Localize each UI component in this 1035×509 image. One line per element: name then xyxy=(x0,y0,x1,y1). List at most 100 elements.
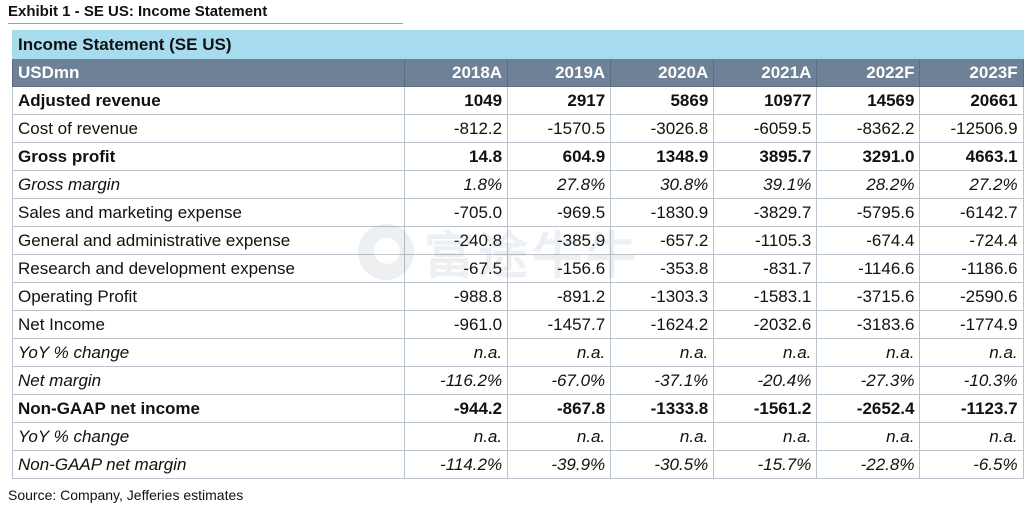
row-value: -1186.6 xyxy=(919,254,1024,283)
table-title: Income Statement (SE US) xyxy=(12,30,1024,59)
row-value: -12506.9 xyxy=(919,114,1024,143)
row-value: -37.1% xyxy=(610,366,715,395)
row-label: Non-GAAP net income xyxy=(12,394,405,423)
header-year: 2019A xyxy=(507,58,612,87)
header-year: 2020A xyxy=(610,58,715,87)
row-label: Sales and marketing expense xyxy=(12,198,405,227)
row-value: -1570.5 xyxy=(507,114,612,143)
row-value: -1123.7 xyxy=(919,394,1024,423)
row-value: n.a. xyxy=(403,422,509,451)
row-value: 4663.1 xyxy=(919,142,1024,171)
row-value: 3291.0 xyxy=(816,142,921,171)
row-value: -240.8 xyxy=(403,226,509,255)
row-value: -5795.6 xyxy=(816,198,921,227)
table-row: Cost of revenue -812.2 -1570.5 -3026.8 -6059… xyxy=(12,114,1024,143)
row-value: -114.2% xyxy=(403,450,509,479)
row-value: -1561.2 xyxy=(713,394,818,423)
table-row: General and administrative expense -240.8… xyxy=(12,226,1024,255)
row-value: n.a. xyxy=(610,422,715,451)
row-value: 5869 xyxy=(610,86,715,115)
row-value: 20661 xyxy=(919,86,1024,115)
row-value: -2032.6 xyxy=(713,310,818,339)
header-unit-label: USDmn xyxy=(12,58,405,87)
row-value: n.a. xyxy=(816,422,921,451)
row-value: -891.2 xyxy=(507,282,612,311)
row-label: Gross margin xyxy=(12,170,405,199)
row-value: -657.2 xyxy=(610,226,715,255)
table-row: YoY % change n.a. n.a. n.a. n.a. n.a. n.a. xyxy=(12,338,1024,367)
row-value: -3829.7 xyxy=(713,198,818,227)
table-row: Adjusted revenue 1049 2917 5869 10977 14569 20… xyxy=(12,86,1024,115)
table-row: Non-GAAP net margin -114.2% -39.9% -30.5% -1… xyxy=(12,450,1024,479)
row-label: Non-GAAP net margin xyxy=(12,450,405,479)
row-value: -385.9 xyxy=(507,226,612,255)
row-value: -353.8 xyxy=(610,254,715,283)
row-value: -1146.6 xyxy=(816,254,921,283)
row-value: -6.5% xyxy=(919,450,1024,479)
source-note: Source: Company, Jefferies estimates xyxy=(8,487,244,503)
table-row: Net Income -961.0 -1457.7 -1624.2 -2032.6 -31… xyxy=(12,310,1024,339)
exhibit-divider xyxy=(8,23,403,24)
row-value: -812.2 xyxy=(403,114,509,143)
income-statement-table-container: Income Statement (SE US) USDmn 2018A 201… xyxy=(12,30,1024,479)
table-row: Sales and marketing expense -705.0 -969.5-… xyxy=(12,198,1024,227)
row-value: -1457.7 xyxy=(507,310,612,339)
header-year: 2021A xyxy=(713,58,818,87)
row-value: n.a. xyxy=(403,338,509,367)
row-value: n.a. xyxy=(610,338,715,367)
row-value: -1583.1 xyxy=(713,282,818,311)
row-label: Research and development expense xyxy=(12,254,405,283)
row-value: -1303.3 xyxy=(610,282,715,311)
row-value: -944.2 xyxy=(403,394,509,423)
row-value: n.a. xyxy=(816,338,921,367)
header-year: 2022F xyxy=(816,58,921,87)
row-value: -961.0 xyxy=(403,310,509,339)
row-value: 28.2% xyxy=(816,170,921,199)
row-value: -2652.4 xyxy=(816,394,921,423)
row-value: 2917 xyxy=(507,86,612,115)
row-value: -15.7% xyxy=(713,450,818,479)
row-value: n.a. xyxy=(713,338,818,367)
row-value: 14.8 xyxy=(403,142,509,171)
header-year: 2018A xyxy=(403,58,509,87)
row-value: -724.4 xyxy=(919,226,1024,255)
row-value: -6142.7 xyxy=(919,198,1024,227)
table-title-row: Income Statement (SE US) xyxy=(12,30,1024,59)
row-value: -969.5 xyxy=(507,198,612,227)
row-label: YoY % change xyxy=(12,338,405,367)
row-label: Net Income xyxy=(12,310,405,339)
row-value: -3026.8 xyxy=(610,114,715,143)
row-label: General and administrative expense xyxy=(12,226,405,255)
table-row: Non-GAAP net income -944.2 -867.8 -1333.8 -1… xyxy=(12,394,1024,423)
row-label: YoY % change xyxy=(12,422,405,451)
row-value: -3715.6 xyxy=(816,282,921,311)
row-value: -831.7 xyxy=(713,254,818,283)
row-value: 1.8% xyxy=(403,170,509,199)
row-value: 27.8% xyxy=(507,170,612,199)
row-value: -1774.9 xyxy=(919,310,1024,339)
row-value: 10977 xyxy=(713,86,818,115)
row-value: n.a. xyxy=(919,338,1024,367)
row-value: n.a. xyxy=(507,338,612,367)
row-label: Operating Profit xyxy=(12,282,405,311)
row-value: -1830.9 xyxy=(610,198,715,227)
row-value: -30.5% xyxy=(610,450,715,479)
income-statement-table: Income Statement (SE US) USDmn 2018A 201… xyxy=(12,30,1024,479)
row-value: 14569 xyxy=(816,86,921,115)
row-value: -67.5 xyxy=(403,254,509,283)
row-value: -3183.6 xyxy=(816,310,921,339)
row-value: 27.2% xyxy=(919,170,1024,199)
table-row: Net margin -116.2% -67.0% -37.1% -20.4% -27.3… xyxy=(12,366,1024,395)
row-value: n.a. xyxy=(919,422,1024,451)
row-value: -10.3% xyxy=(919,366,1024,395)
table-row: Gross margin 1.8% 27.8% 30.8% 39.1% 28.2% 27.2… xyxy=(12,170,1024,199)
row-value: -116.2% xyxy=(403,366,509,395)
table-header-row: USDmn 2018A 2019A 2020A 2021A 2022F 2023… xyxy=(12,58,1024,87)
row-value: -20.4% xyxy=(713,366,818,395)
exhibit-title: Exhibit 1 - SE US: Income Statement xyxy=(8,3,268,20)
row-value: -1105.3 xyxy=(713,226,818,255)
header-year: 2023F xyxy=(919,58,1024,87)
row-value: 604.9 xyxy=(507,142,612,171)
row-value: 39.1% xyxy=(713,170,818,199)
table-row: Gross profit 14.8 604.9 1348.9 3895.7 3291.0 4… xyxy=(12,142,1024,171)
